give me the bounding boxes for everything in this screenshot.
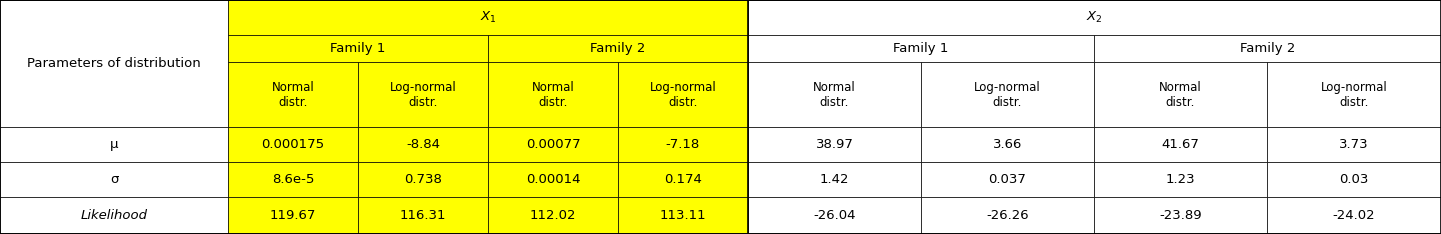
Text: -23.89: -23.89 [1159,209,1202,222]
Bar [618,197,748,234]
Bar [488,162,618,197]
Bar [357,197,488,234]
Text: Log-normal
distr.: Log-normal distr. [650,80,716,109]
Bar [618,127,748,162]
Bar [228,62,357,127]
Bar [228,162,357,197]
Bar [921,62,1094,127]
Bar [488,197,618,234]
Bar [488,35,748,62]
Text: $X_1$: $X_1$ [480,10,496,25]
Bar [1267,162,1441,197]
Text: Log-normal
distr.: Log-normal distr. [389,80,457,109]
Text: Likelihood: Likelihood [81,209,147,222]
Text: Normal
distr.: Normal distr. [1159,80,1202,109]
Text: 0.738: 0.738 [403,173,442,186]
Bar [1094,197,1267,234]
Bar [748,162,921,197]
Text: Parameters of distribution: Parameters of distribution [27,57,200,70]
Bar [921,127,1094,162]
Text: 41.67: 41.67 [1161,138,1199,151]
Bar [618,162,748,197]
Bar [228,0,748,35]
Bar [0,127,228,162]
Bar [1094,62,1267,127]
Bar [488,127,618,162]
Text: 0.174: 0.174 [664,173,702,186]
Bar [0,0,228,127]
Text: 0.03: 0.03 [1339,173,1369,186]
Bar [748,197,921,234]
Text: μ: μ [110,138,118,151]
Bar [1094,35,1441,62]
Bar [228,197,357,234]
Text: 119.67: 119.67 [269,209,316,222]
Text: -26.26: -26.26 [986,209,1029,222]
Bar [0,162,228,197]
Text: 0.037: 0.037 [989,173,1026,186]
Text: -7.18: -7.18 [666,138,700,151]
Bar [1267,197,1441,234]
Bar [228,35,488,62]
Text: 3.73: 3.73 [1339,138,1369,151]
Bar [357,162,488,197]
Bar [0,197,228,234]
Bar [1094,162,1267,197]
Text: -8.84: -8.84 [406,138,440,151]
Text: 112.02: 112.02 [530,209,576,222]
Bar [1267,127,1441,162]
Bar [488,62,618,127]
Text: 116.31: 116.31 [399,209,447,222]
Text: Family 1: Family 1 [330,42,386,55]
Bar [618,62,748,127]
Text: 38.97: 38.97 [816,138,853,151]
Text: Normal
distr.: Normal distr. [271,80,314,109]
Text: Log-normal
distr.: Log-normal distr. [974,80,1040,109]
Bar [921,197,1094,234]
Text: -24.02: -24.02 [1333,209,1375,222]
Text: Family 1: Family 1 [893,42,948,55]
Text: 113.11: 113.11 [660,209,706,222]
Text: -26.04: -26.04 [813,209,856,222]
Text: σ: σ [110,173,118,186]
Text: 0.00077: 0.00077 [526,138,581,151]
Bar [357,127,488,162]
Bar [1094,127,1267,162]
Bar [748,35,1094,62]
Bar [748,127,921,162]
Text: 1.42: 1.42 [820,173,849,186]
Bar [748,0,1441,35]
Text: Family 2: Family 2 [591,42,646,55]
Text: 0.00014: 0.00014 [526,173,581,186]
Text: 0.000175: 0.000175 [261,138,324,151]
Text: Normal
distr.: Normal distr. [532,80,575,109]
Text: Log-normal
distr.: Log-normal distr. [1320,80,1388,109]
Text: 1.23: 1.23 [1166,173,1196,186]
Bar [228,127,357,162]
Text: Normal
distr.: Normal distr. [813,80,856,109]
Bar [357,62,488,127]
Text: 3.66: 3.66 [993,138,1022,151]
Bar [1267,62,1441,127]
Bar [748,62,921,127]
Text: Family 2: Family 2 [1239,42,1295,55]
Text: $X_2$: $X_2$ [1087,10,1102,25]
Text: 8.6e-5: 8.6e-5 [272,173,314,186]
Bar [921,162,1094,197]
